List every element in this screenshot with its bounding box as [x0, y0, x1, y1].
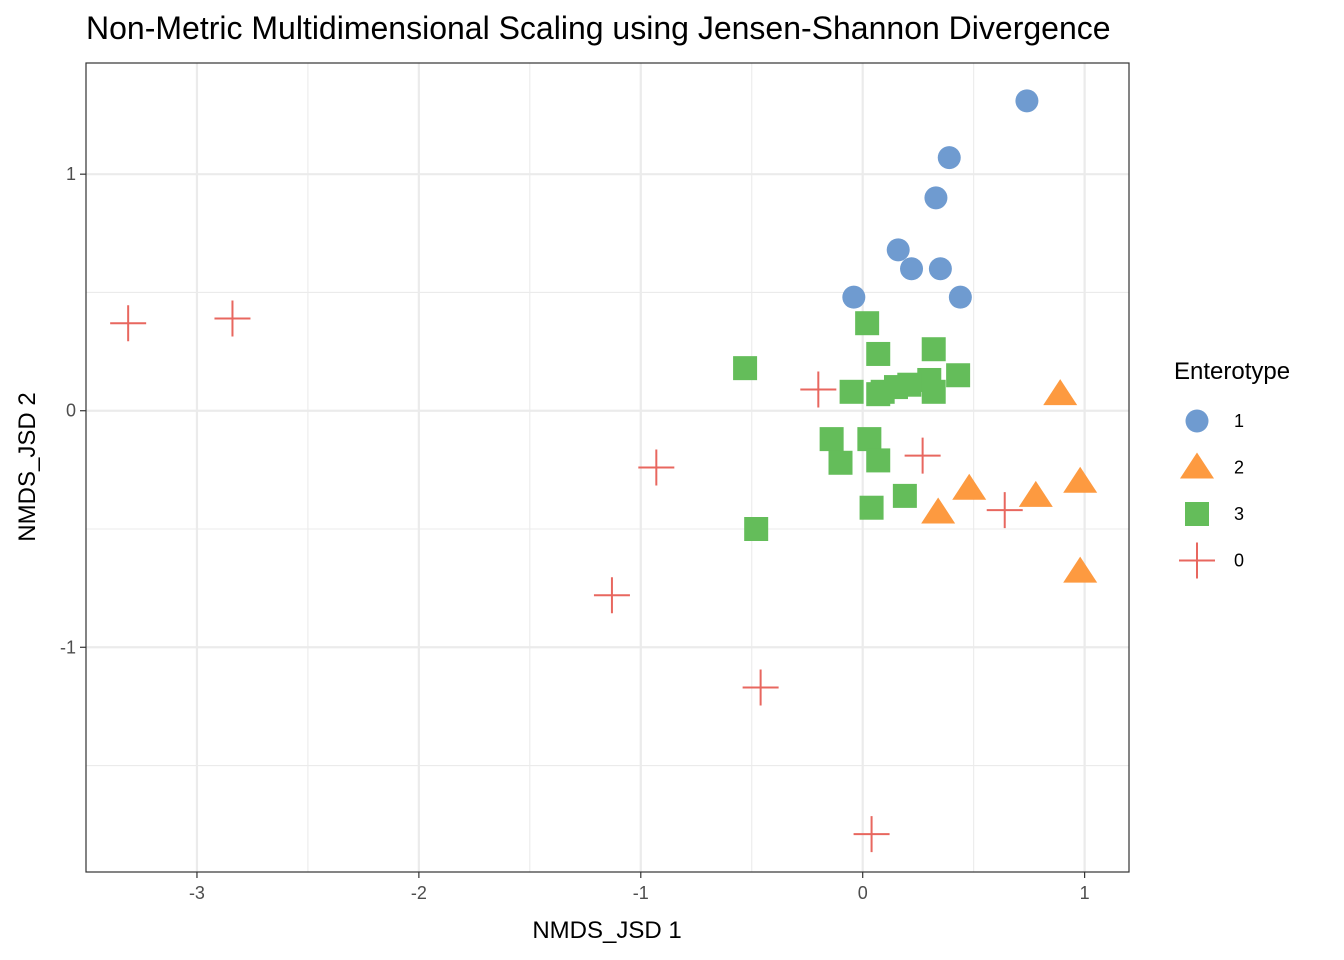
point-square — [855, 311, 880, 336]
series-0 — [110, 300, 1023, 853]
axis-ticks — [80, 173, 1086, 878]
x-tick-label: -3 — [189, 883, 205, 903]
point-circle — [924, 186, 948, 210]
series-1 — [842, 89, 1039, 309]
legend-key-plus — [1179, 542, 1215, 579]
legend-key-square — [1185, 502, 1209, 526]
legend-key-triangle — [1180, 452, 1214, 479]
point-triangle — [1063, 466, 1098, 493]
point-circle — [948, 285, 972, 309]
point-triangle — [952, 473, 987, 500]
point-square — [866, 382, 891, 407]
point-square — [892, 483, 917, 508]
point-square — [857, 427, 882, 452]
point-plus — [110, 305, 147, 342]
point-plus — [800, 371, 837, 408]
x-tick-label: -1 — [633, 883, 649, 903]
legend-key-circle — [1185, 409, 1209, 433]
point-square — [866, 448, 891, 473]
x-tick-label: 1 — [1080, 883, 1090, 903]
point-circle — [937, 146, 961, 170]
minor-gridlines — [85, 63, 1129, 872]
point-circle — [928, 257, 952, 281]
series-3 — [733, 311, 971, 542]
point-plus — [986, 492, 1023, 529]
series-2 — [921, 379, 1098, 583]
y-tick-label: 1 — [66, 164, 76, 184]
point-plus — [638, 449, 675, 486]
point-triangle — [1063, 556, 1098, 583]
x-tick-label: 0 — [858, 883, 868, 903]
legend-label: 1 — [1234, 411, 1244, 431]
point-square — [819, 427, 844, 452]
legend: Enterotype 1 2 3 0 — [1174, 358, 1290, 579]
x-tick-labels: -3 -2 -1 0 1 — [189, 883, 1090, 903]
y-tick-label: 0 — [66, 401, 76, 421]
major-gridlines — [86, 63, 1129, 872]
point-circle — [900, 257, 924, 281]
y-axis-title: NMDS_JSD 2 — [14, 392, 41, 541]
point-square — [839, 379, 864, 404]
panel-border — [85, 62, 1130, 873]
legend-label: 2 — [1234, 458, 1244, 478]
point-triangle — [1018, 480, 1053, 507]
point-circle — [886, 238, 910, 262]
point-plus — [742, 669, 779, 706]
point-plus — [214, 300, 251, 337]
point-square — [921, 379, 946, 404]
x-tick-label: -2 — [411, 883, 427, 903]
y-tick-label: -1 — [60, 637, 76, 657]
point-triangle — [921, 497, 956, 524]
legend-item-2: 2 — [1180, 452, 1244, 479]
legend-item-3: 3 — [1185, 502, 1244, 526]
point-square — [866, 341, 891, 366]
chart-title: Non-Metric Multidimensional Scaling usin… — [86, 10, 1111, 46]
point-triangle — [1043, 379, 1078, 406]
point-square — [946, 363, 971, 388]
x-axis-title: NMDS_JSD 1 — [532, 917, 681, 944]
legend-item-1: 1 — [1185, 409, 1244, 433]
point-circle — [842, 285, 866, 309]
legend-items: 1 2 3 0 — [1179, 409, 1244, 579]
point-plus — [904, 437, 941, 474]
point-circle — [1015, 89, 1039, 113]
legend-item-0: 0 — [1179, 542, 1244, 579]
point-square — [744, 517, 769, 542]
data-points — [110, 89, 1098, 853]
point-square — [828, 450, 853, 475]
legend-label: 0 — [1234, 551, 1244, 571]
legend-title: Enterotype — [1174, 358, 1290, 385]
y-tick-labels: -1 0 1 — [60, 164, 76, 657]
point-plus — [853, 816, 890, 853]
legend-label: 3 — [1234, 504, 1244, 524]
point-square — [733, 356, 758, 381]
point-square — [859, 495, 884, 520]
point-plus — [593, 577, 630, 614]
point-square — [921, 337, 946, 362]
